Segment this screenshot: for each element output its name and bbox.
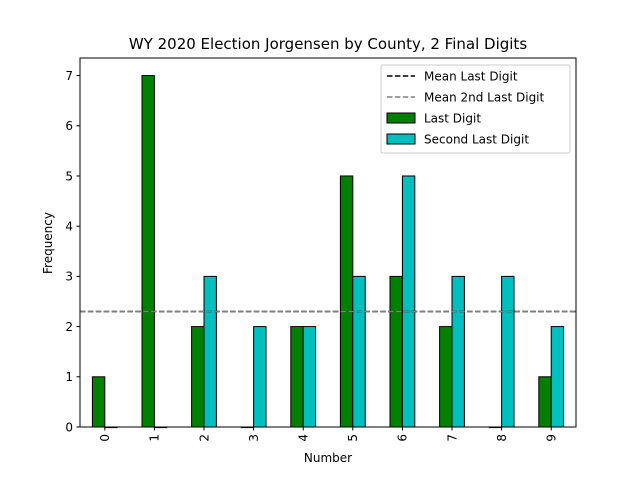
bar-second-last-digit-9 (550, 326, 565, 428)
legend-swatch-second-last-digit (386, 133, 416, 145)
chart-title: WY 2020 Election Jorgensen by County, 2 … (129, 35, 527, 53)
bar-last-digit-4 (290, 326, 304, 428)
y-tick-label: 7 (65, 69, 73, 83)
bar-last-digit-2 (191, 326, 205, 428)
legend-label-second-last-digit: Second Last Digit (424, 133, 529, 147)
x-tick-label: 5 (346, 434, 360, 442)
x-tick-label: 9 (545, 434, 559, 442)
legend-label-mean-last-digit: Mean Last Digit (424, 70, 518, 84)
y-tick-label: 4 (65, 219, 73, 233)
x-tick-label: 4 (297, 434, 311, 442)
bar-second-last-digit-7 (451, 275, 465, 428)
axes-frame (79, 57, 577, 428)
x-tick-label: 6 (396, 434, 410, 442)
x-tick-label: 8 (495, 434, 509, 442)
bar-second-last-digit-2 (203, 275, 217, 428)
bar-last-digit-0 (91, 376, 106, 428)
y-tick-label: 5 (65, 169, 73, 183)
legend-label-last-digit: Last Digit (424, 112, 481, 126)
y-axis-label: Frequency (41, 212, 55, 274)
bar-second-last-digit-8 (501, 275, 515, 428)
x-tick-label: 3 (247, 434, 261, 442)
bar-last-digit-5 (339, 175, 354, 428)
bar-last-digit-1 (141, 75, 155, 428)
y-tick-label: 1 (65, 370, 73, 384)
y-tick-label: 2 (65, 320, 73, 334)
legend-box (380, 64, 571, 154)
x-axis-label: Number (304, 451, 352, 465)
bar-last-digit-7 (439, 326, 453, 428)
legend-label-mean-2nd-last-digit: Mean 2nd Last Digit (424, 91, 545, 105)
bar-second-last-digit-3 (253, 326, 267, 428)
plot-area: 0 1 2 3 4 5 6 7 0 1 2 3 4 5 6 7 8 9 (65, 57, 577, 442)
bar-second-last-digit-4 (302, 326, 317, 428)
legend-swatch-last-digit (386, 112, 416, 124)
y-tick-label: 0 (65, 420, 73, 434)
y-tick-label: 3 (65, 270, 73, 284)
x-tick-label: 2 (197, 434, 211, 442)
legend: Mean Last Digit Mean 2nd Last Digit Last D… (380, 64, 571, 154)
bar-last-digit-9 (538, 376, 552, 428)
x-tick-label: 1 (148, 434, 162, 442)
bar-last-digit-6 (389, 275, 403, 428)
x-tick-label: 7 (445, 434, 459, 442)
x-tick-label: 0 (98, 434, 112, 442)
bar-second-last-digit-6 (401, 175, 416, 428)
y-tick-label: 6 (65, 119, 73, 133)
bar-second-last-digit-5 (352, 275, 366, 428)
